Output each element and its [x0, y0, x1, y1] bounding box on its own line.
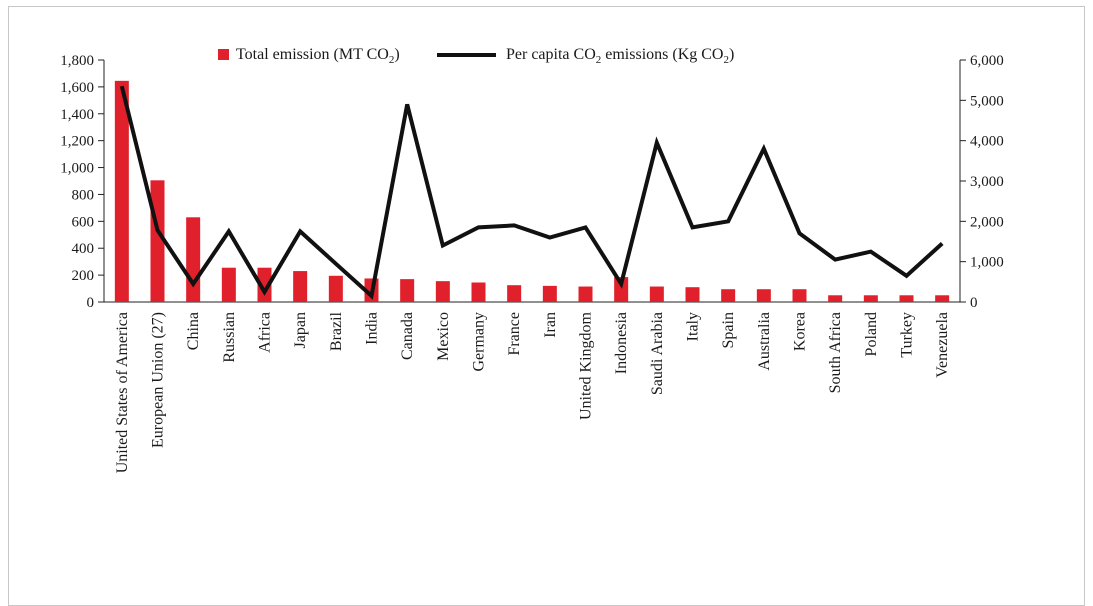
right-tick-label: 0: [970, 295, 978, 311]
category-label: South Africa: [827, 312, 844, 393]
left-tick-label: 200: [72, 268, 95, 284]
category-label: Poland: [863, 312, 880, 356]
category-label: France: [506, 312, 523, 356]
category-label: Japan: [292, 312, 309, 348]
category-label: Brazil: [328, 311, 345, 351]
bar: [863, 295, 878, 302]
bar: [721, 289, 736, 302]
legend-bar-swatch: [218, 49, 229, 60]
category-label: Iran: [542, 312, 559, 338]
legend-label-total: Total emission (MT CO2): [236, 46, 400, 66]
bar: [221, 267, 236, 302]
per-capita-line: [119, 85, 944, 300]
category-label: China: [185, 312, 202, 350]
bar: [400, 279, 415, 302]
axes-group: 0 200 400 600 800 1,000 1,200 1,400 1,600 1,800 0 1…: [60, 53, 1004, 311]
left-tick-label: 800: [72, 187, 95, 203]
right-tick-label: 2,000: [970, 214, 1004, 230]
bar: [293, 271, 308, 302]
bar: [542, 285, 557, 302]
category-label: Venezuela: [934, 312, 951, 378]
right-tick-label: 4,000: [970, 134, 1004, 150]
line-group: [119, 85, 944, 300]
bar: [756, 289, 771, 302]
bar: [257, 267, 272, 302]
left-tick-label: 1,200: [60, 134, 94, 150]
right-tick-label: 5,000: [970, 93, 1004, 109]
bar: [935, 295, 950, 302]
bars-group: [114, 80, 950, 302]
bar: [114, 80, 129, 302]
category-label: Russian: [221, 312, 238, 363]
bar: [471, 282, 486, 302]
left-tick-label: 1,800: [60, 53, 94, 69]
bar: [649, 286, 664, 302]
category-label: Korea: [792, 312, 809, 351]
legend: Total emission (MT CO2) Per capita CO2 em…: [218, 46, 734, 66]
category-label: Germany: [471, 312, 488, 372]
category-label: Australia: [756, 312, 773, 371]
right-tick-label: 3,000: [970, 174, 1004, 190]
category-label: Mexico: [435, 312, 452, 361]
category-label: Saudi Arabia: [649, 312, 666, 395]
category-label: Canada: [399, 312, 416, 360]
bar: [899, 295, 914, 302]
legend-label-percapita: Per capita CO2 emissions (Kg CO2): [506, 46, 734, 66]
left-tick-label: 1,400: [60, 107, 94, 123]
bar: [507, 285, 522, 302]
category-label: European Union (27): [150, 312, 167, 448]
category-label: Spain: [720, 312, 737, 348]
category-label: Italy: [685, 312, 702, 341]
bar: [792, 289, 807, 302]
category-label: Africa: [257, 312, 274, 353]
category-label: United States of America: [114, 312, 131, 473]
bar: [186, 217, 201, 302]
bar: [328, 275, 343, 302]
left-tick-label: 600: [72, 214, 95, 230]
left-tick-label: 1,600: [60, 80, 94, 96]
bar: [685, 287, 700, 302]
left-tick-label: 0: [87, 295, 95, 311]
labels-group: United States of America European Union (…: [114, 311, 951, 473]
right-tick-label: 1,000: [970, 255, 1004, 271]
bar: [435, 281, 450, 302]
category-label: United Kingdom: [578, 311, 595, 420]
category-label: Turkey: [899, 312, 916, 358]
category-label: India: [364, 312, 381, 345]
emissions-chart: 0 200 400 600 800 1,000 1,200 1,400 1,600 1,800 0 1…: [60, 46, 1004, 473]
left-tick-label: 1,000: [60, 161, 94, 177]
right-tick-label: 6,000: [970, 53, 1004, 69]
bar: [578, 286, 593, 302]
left-tick-label: 400: [72, 241, 95, 257]
bar: [828, 295, 843, 302]
bar: [614, 277, 629, 302]
category-label: Indonesia: [613, 312, 630, 374]
